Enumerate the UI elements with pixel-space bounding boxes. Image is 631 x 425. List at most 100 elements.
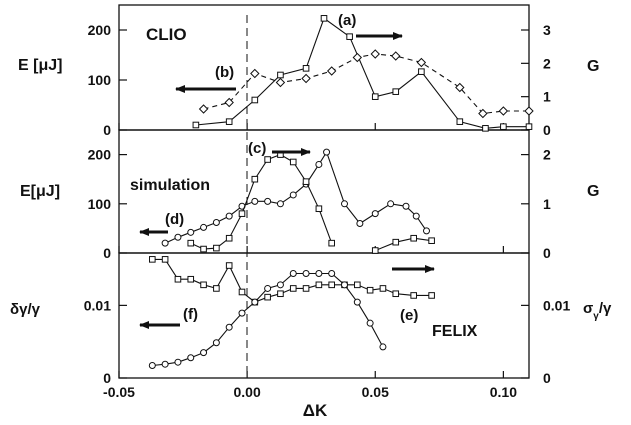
series-spread-upper (149, 256, 435, 306)
data-point (238, 309, 246, 317)
data-point (410, 292, 417, 299)
series-energy (198, 49, 534, 119)
data-point (371, 210, 379, 218)
series-layer (148, 15, 534, 369)
data-point (392, 290, 400, 298)
label-a: (a) (338, 12, 356, 29)
data-point (392, 238, 400, 246)
y2-tick-label: 2 (543, 55, 551, 71)
data-point (392, 88, 400, 95)
series-sim-gain-tail (371, 234, 435, 254)
data-point (402, 202, 410, 210)
data-point (353, 298, 361, 306)
data-point (315, 281, 323, 289)
data-point (174, 358, 182, 366)
data-point (302, 65, 310, 72)
data-point (326, 66, 337, 76)
data-point (302, 269, 310, 277)
data-point (187, 239, 195, 247)
y2-tick-label: 3 (543, 22, 551, 38)
y2-tick-label: 0 (543, 122, 551, 138)
y-tick-label: 100 (88, 72, 112, 88)
data-point (346, 33, 353, 40)
top-y2label: G (587, 58, 599, 75)
y2-tick-label: 0 (543, 370, 551, 386)
y-tick-label: 0.01 (84, 297, 111, 313)
data-point (391, 51, 401, 61)
data-point (289, 269, 297, 277)
data-point (161, 360, 169, 368)
data-point (289, 285, 297, 292)
label-e: (e) (400, 307, 418, 324)
series-line (375, 237, 432, 252)
data-point (174, 275, 182, 283)
data-point (410, 234, 417, 242)
data-point (387, 200, 395, 208)
data-point (328, 281, 335, 289)
y-tick-label: 0 (103, 122, 111, 138)
data-point (187, 354, 195, 362)
data-point (238, 210, 246, 217)
data-point (212, 339, 220, 347)
y-tick-label: 200 (88, 22, 112, 38)
x-tick-label: -0.05 (103, 384, 135, 400)
data-point (498, 106, 509, 116)
y-tick-label: 100 (88, 196, 112, 212)
data-point (148, 361, 156, 369)
data-point (302, 178, 310, 185)
data-point (251, 298, 259, 306)
x-tick-label: 0.05 (362, 384, 389, 400)
data-point (315, 205, 323, 213)
data-point (225, 262, 233, 269)
data-point (200, 349, 208, 357)
data-point (276, 200, 284, 208)
data-point (264, 156, 271, 163)
y2-tick-label: 1 (543, 196, 551, 212)
data-point (198, 104, 209, 114)
y2-tick-label: 1 (543, 89, 551, 105)
data-point (423, 227, 430, 235)
data-point (302, 285, 310, 292)
series-spread-lower (148, 269, 387, 369)
y2-tick-label: 2 (543, 147, 551, 163)
data-point (416, 57, 427, 68)
series-sim-gain (187, 151, 335, 253)
data-point (225, 323, 233, 331)
data-point (289, 158, 297, 166)
data-point (500, 123, 507, 130)
y-tick-label: 0 (103, 370, 111, 386)
data-point (187, 228, 195, 236)
x-axis-label: ΔK (303, 401, 328, 420)
data-point (251, 96, 259, 104)
data-point (320, 15, 328, 22)
data-point (174, 233, 182, 241)
y2-tick-label: 0.01 (543, 297, 570, 313)
data-point (371, 93, 379, 100)
x-tick-label: 0.00 (234, 384, 261, 400)
bottom-panel-frame (118, 252, 530, 379)
data-point (277, 71, 284, 79)
data-point (341, 200, 348, 208)
data-point (149, 256, 156, 263)
y2-tick-label: 0 (543, 245, 551, 261)
data-point (356, 219, 364, 227)
data-point (238, 288, 246, 296)
data-point (187, 275, 195, 283)
data-point (225, 118, 233, 125)
data-point (379, 285, 387, 292)
series-gain (192, 15, 533, 132)
data-point (354, 281, 361, 289)
data-point (478, 108, 488, 119)
data-point (418, 68, 425, 75)
data-point (524, 106, 534, 116)
data-point (301, 73, 311, 84)
data-point (213, 285, 220, 292)
data-point (264, 197, 272, 205)
data-point (341, 281, 348, 289)
data-point (200, 223, 208, 231)
data-point (455, 82, 465, 93)
data-point (212, 218, 220, 226)
data-point (213, 244, 220, 252)
x-tick-label: 0.10 (490, 384, 517, 400)
